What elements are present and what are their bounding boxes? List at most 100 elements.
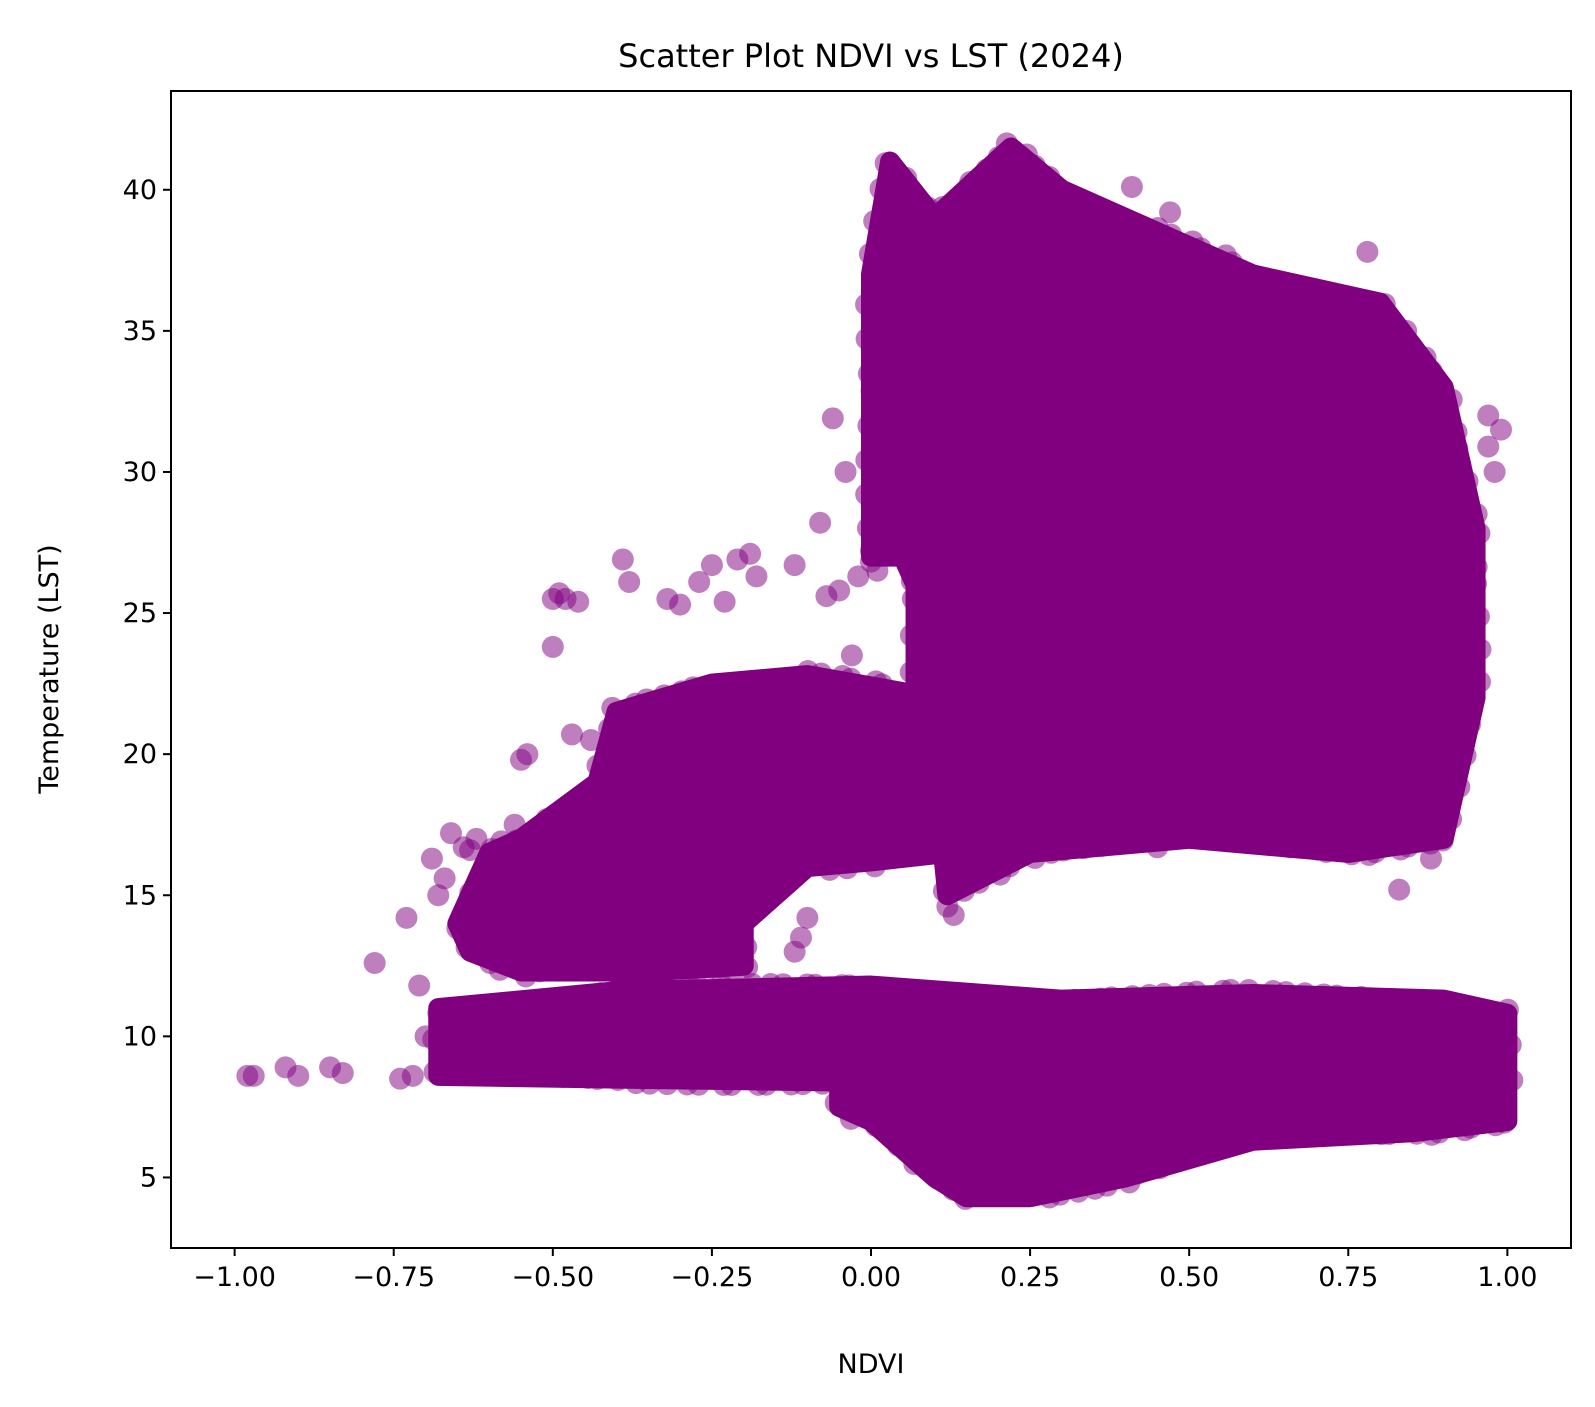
edge-point — [747, 1073, 770, 1096]
edge-point — [1118, 1171, 1141, 1194]
edge-point — [606, 1068, 629, 1091]
edge-point — [1237, 979, 1260, 1002]
edge-point — [699, 956, 722, 979]
edge-point — [1484, 1114, 1507, 1137]
edge-point — [635, 688, 658, 711]
edge-point — [1465, 572, 1488, 595]
edge-point — [855, 449, 878, 472]
edge-point — [1274, 981, 1297, 1004]
edge-point — [863, 210, 886, 233]
data-point — [669, 593, 692, 616]
edge-point — [1354, 293, 1377, 316]
edge-point — [995, 132, 1018, 155]
edge-point — [916, 706, 939, 729]
edge-point — [896, 181, 919, 204]
edge-point — [1063, 988, 1086, 1011]
edge-point — [535, 808, 558, 831]
edge-point — [423, 1060, 446, 1083]
edge-point — [857, 362, 880, 385]
data-point — [503, 813, 526, 836]
edge-point — [874, 152, 897, 175]
data-point — [242, 1064, 265, 1087]
data-point — [885, 494, 908, 517]
edge-point — [722, 973, 745, 996]
edge-point — [1374, 306, 1397, 329]
edge-point — [889, 980, 912, 1003]
edge-point — [839, 667, 862, 690]
edge-point — [554, 986, 577, 1009]
edge-point — [1121, 985, 1144, 1008]
edge-point — [1083, 1177, 1106, 1200]
edge-point — [810, 662, 833, 685]
edge-point — [1459, 654, 1482, 677]
edge-point — [978, 1181, 1001, 1204]
y-axis-label: Temperature (LST) — [34, 544, 65, 794]
edge-point — [1185, 980, 1208, 1003]
edge-point — [446, 917, 469, 940]
edge-point — [856, 517, 879, 540]
edge-point — [963, 986, 986, 1009]
edge-point — [1467, 605, 1490, 628]
x-tick-label: 0.00 — [841, 1262, 901, 1293]
edge-point — [586, 958, 609, 981]
edge-point — [731, 914, 754, 937]
edge-point — [1499, 1033, 1522, 1056]
edge-point — [863, 345, 886, 368]
edge-point — [1396, 333, 1419, 356]
edge-point — [712, 1073, 735, 1096]
edge-point — [1165, 825, 1188, 848]
data-point — [809, 511, 832, 534]
data-point — [331, 1062, 354, 1085]
edge-point — [863, 855, 886, 878]
y-tick-label: 20 — [123, 739, 157, 770]
plot-area — [236, 132, 1524, 1210]
edge-point — [599, 736, 622, 759]
edge-point — [656, 1073, 679, 1096]
edge-point — [855, 976, 878, 999]
edge-point — [432, 1011, 455, 1034]
edge-point — [772, 873, 795, 896]
edge-point — [1469, 638, 1492, 661]
edge-point — [1012, 991, 1035, 1014]
edge-point — [909, 642, 932, 665]
edge-point — [487, 995, 510, 1018]
edge-point — [1256, 1124, 1279, 1147]
edge-point — [591, 772, 614, 795]
edge-point — [1461, 539, 1484, 562]
data-point — [1159, 201, 1182, 224]
edge-point — [939, 786, 962, 809]
edge-point — [1445, 421, 1468, 444]
x-tick-label: 0.50 — [1159, 1262, 1219, 1293]
edge-point — [1306, 838, 1329, 861]
scatter-points — [236, 175, 1512, 1090]
edge-point — [1220, 251, 1243, 274]
edge-point — [1148, 1157, 1171, 1180]
edge-point — [934, 803, 957, 826]
edge-point — [899, 661, 922, 684]
edge-point — [431, 1044, 454, 1067]
edge-point — [686, 973, 709, 996]
edge-point — [896, 550, 919, 573]
edge-point — [901, 587, 924, 610]
edge-point — [474, 864, 497, 887]
data-point — [560, 723, 583, 746]
data-point — [618, 571, 641, 594]
edge-point — [1468, 522, 1491, 545]
edge-point — [1189, 237, 1212, 260]
x-axis-ticks: −1.00 −0.75 −0.50 −0.25 0.00 0.25 0.50 0.75 1.00 — [193, 1248, 1537, 1293]
edge-point — [1090, 834, 1113, 857]
edge-point — [1129, 830, 1152, 853]
edge-point — [899, 624, 922, 647]
edge-point — [903, 1152, 926, 1175]
data-point — [936, 895, 959, 918]
edge-point — [479, 951, 502, 974]
data-point — [420, 847, 443, 870]
edge-point — [1038, 165, 1061, 188]
data-point — [783, 940, 806, 963]
edge-point — [1067, 1180, 1090, 1203]
edge-point — [927, 1167, 950, 1190]
edge-point — [1501, 1069, 1524, 1092]
data-point — [567, 590, 590, 613]
edge-point — [1325, 984, 1348, 1007]
edge-point — [1494, 1016, 1517, 1039]
